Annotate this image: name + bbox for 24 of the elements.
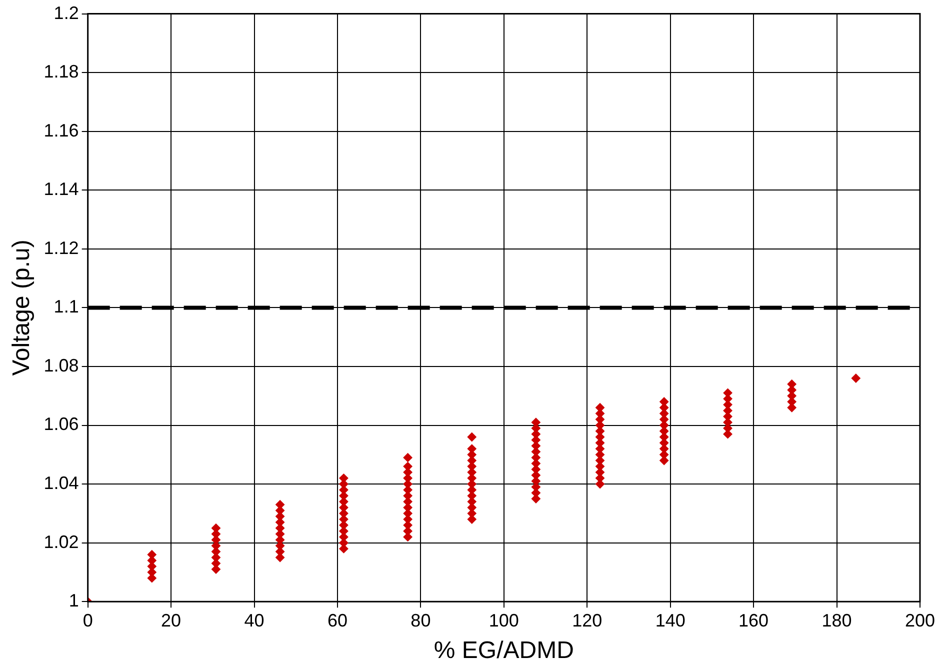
x-tick-label: 20 <box>161 610 182 630</box>
x-tick-label: 100 <box>488 610 519 630</box>
y-tick-label: 1.18 <box>44 62 79 82</box>
x-tick-label: 160 <box>738 610 769 630</box>
x-tick-label: 200 <box>904 610 936 630</box>
x-tick-label: 0 <box>82 610 93 630</box>
y-tick-label: 1.04 <box>44 473 79 494</box>
x-tick-label: 40 <box>244 610 264 630</box>
y-tick-label: 1 <box>68 590 79 611</box>
y-tick-label: 1.02 <box>44 532 79 552</box>
x-tick-label: 120 <box>572 610 602 630</box>
y-axis-title: Voltage (p.u) <box>8 240 36 376</box>
y-tick-label: 1.1 <box>54 296 79 317</box>
x-axis-title: % EG/ADMD <box>434 637 574 664</box>
y-tick-label: 1.06 <box>44 414 79 434</box>
y-tick-label: 1.2 <box>54 2 79 23</box>
y-tick-label: 1.14 <box>44 179 79 200</box>
x-tick-label: 140 <box>655 610 686 630</box>
y-tick-label: 1.12 <box>44 238 79 258</box>
y-tick-label: 1.08 <box>44 355 79 376</box>
x-tick-label: 60 <box>327 610 348 630</box>
x-tick-label: 180 <box>822 610 852 630</box>
x-tick-label: 80 <box>410 610 431 630</box>
y-tick-label: 1.16 <box>44 120 79 140</box>
